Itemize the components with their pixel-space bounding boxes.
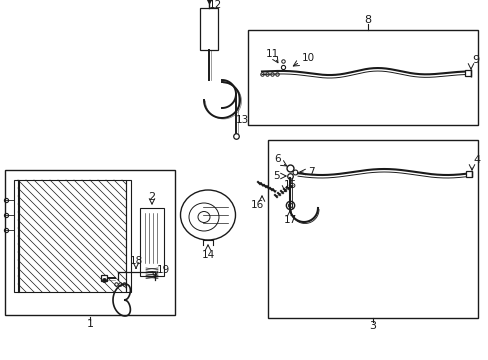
- Bar: [140, 208, 163, 276]
- Bar: [14, 180, 19, 292]
- Text: 11: 11: [265, 49, 278, 59]
- Bar: [18, 180, 126, 292]
- Text: 6: 6: [274, 154, 281, 164]
- Text: 16: 16: [250, 200, 263, 210]
- Bar: [5, 170, 175, 315]
- Text: 2: 2: [148, 192, 155, 202]
- Text: 14: 14: [201, 250, 214, 260]
- Text: 12: 12: [208, 0, 221, 10]
- Bar: [200, 8, 218, 50]
- Bar: [126, 180, 131, 292]
- Text: 19: 19: [156, 265, 169, 275]
- Text: 1: 1: [86, 319, 93, 329]
- Text: 4: 4: [472, 155, 480, 165]
- Text: 18: 18: [129, 256, 142, 266]
- Text: 13: 13: [235, 115, 248, 125]
- Text: 10: 10: [301, 53, 314, 63]
- Text: 3: 3: [369, 321, 376, 331]
- Text: 5: 5: [272, 171, 279, 181]
- Text: 17: 17: [283, 215, 296, 225]
- Bar: [267, 140, 477, 318]
- Text: 9: 9: [471, 55, 479, 65]
- Text: 8: 8: [364, 15, 371, 25]
- Text: 7: 7: [307, 167, 314, 177]
- Bar: [247, 30, 477, 125]
- Text: 15: 15: [283, 180, 296, 190]
